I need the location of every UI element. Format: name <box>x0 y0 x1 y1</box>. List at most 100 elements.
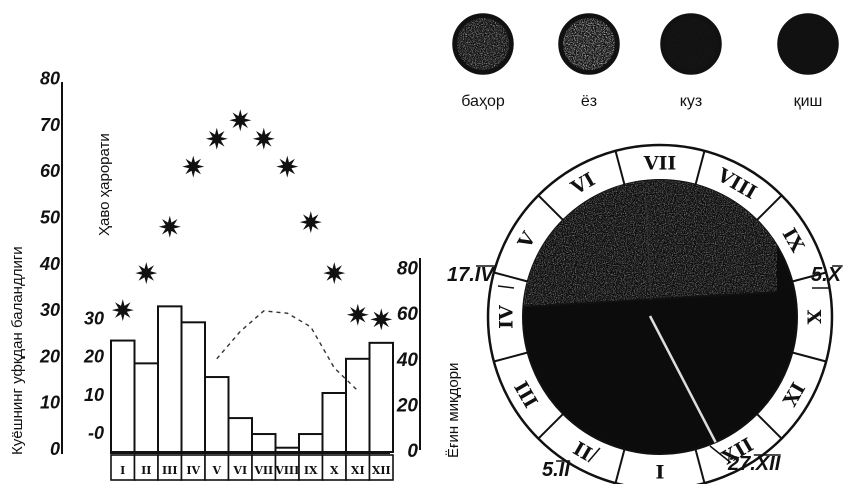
month-label: I <box>120 464 125 477</box>
sun-height-tick-label: 30 <box>40 300 60 320</box>
month-label: VIII <box>274 464 299 477</box>
sun-height-axis-label: Куёшнинг уфқдан баландлиги <box>9 246 26 455</box>
month-label: X <box>330 464 339 477</box>
month-label: II <box>141 464 151 477</box>
month-label: VI <box>232 464 247 477</box>
temperature-tick-label: 20 <box>83 347 104 367</box>
sun-height-tick-label: 20 <box>39 346 60 366</box>
temperature-ticks: -0 10 20 30 <box>83 308 104 443</box>
sun-height-tick-label: 80 <box>40 69 60 89</box>
dashed-curve <box>216 310 359 392</box>
sun-height-star <box>182 155 205 178</box>
sun-height-star <box>323 262 346 285</box>
season-label: куз <box>680 93 703 110</box>
precipitation-bar <box>321 392 347 453</box>
sun-height-star <box>111 299 134 322</box>
dial-month-dividers <box>493 150 827 484</box>
sun-height-tick-label: 40 <box>39 254 60 274</box>
month-label-box <box>368 454 394 481</box>
precipitation-bar <box>227 417 253 453</box>
temperature-tick-label: -0 <box>88 423 104 443</box>
sun-height-star <box>158 215 181 238</box>
dial-month-divider <box>792 271 827 283</box>
month-label: XI <box>351 464 365 477</box>
dial-month-divider <box>756 194 783 221</box>
season-disc-texture <box>563 18 615 70</box>
sun-height-tick-label: 70 <box>40 115 60 135</box>
precipitation-bar <box>157 305 183 453</box>
winter-start-pointer <box>709 445 731 463</box>
winter-end-pointer <box>587 447 601 463</box>
dial-month-divider <box>493 271 528 283</box>
month-labels: I II III IV V VI VII VIII IX X XI XII <box>110 454 394 481</box>
precipitation-axis-label: Ёғин миқдори <box>445 363 462 458</box>
season-disc <box>777 13 839 75</box>
dial-month-label: VII <box>643 153 677 175</box>
sun-height-star <box>346 303 369 326</box>
season-label: қиш <box>794 93 823 110</box>
dial-month-label: IV <box>496 304 518 329</box>
precipitation-tick-label: 80 <box>397 259 419 280</box>
precipitation-bar <box>368 341 394 453</box>
dial-month-divider <box>756 413 783 440</box>
dial-month-divider <box>792 351 827 363</box>
precipitation-bar <box>204 376 230 454</box>
climate-chart: Куёшнинг уфқдан баландлиги 0 10 20 30 40 50 60… <box>9 69 462 481</box>
sun-height-tick-label: 50 <box>40 208 60 228</box>
sun-height-tick-label: 10 <box>40 393 60 413</box>
sun-height-ticks: 0 10 20 30 40 50 60 70 80 <box>39 69 60 459</box>
date-autumn: 5.X <box>811 264 843 286</box>
precipitation-ticks: 0 20 40 60 80 <box>396 259 419 462</box>
dial-month-divider <box>694 449 706 484</box>
sun-height-star <box>276 155 299 178</box>
dial-summer-divider <box>644 189 652 301</box>
dial-sun-ray <box>648 315 719 446</box>
dial-season-boundary <box>523 291 778 308</box>
sun-height-star <box>370 308 393 331</box>
precipitation-bar <box>133 362 159 453</box>
dial-month-divider <box>694 150 706 185</box>
date-winter-start: 27.XII <box>727 453 781 475</box>
sun-height-star <box>299 211 322 234</box>
sun-height-star <box>252 127 275 150</box>
month-label: IX <box>304 464 318 477</box>
precipitation-bar <box>251 433 277 454</box>
precipitation-bar <box>345 357 371 453</box>
season-disc-texture <box>457 18 509 70</box>
precipitation-bar <box>298 433 324 454</box>
date-spring: 17.IV <box>447 264 495 286</box>
precipitation-tick-label: 60 <box>397 304 419 325</box>
dial-month-label: X <box>803 310 825 325</box>
month-label: XII <box>372 464 391 477</box>
sun-height-star <box>205 127 228 150</box>
season-label: ёз <box>581 93 597 110</box>
dial-month-divider <box>614 150 626 185</box>
month-label: V <box>211 464 221 477</box>
dial-month-divider <box>537 413 564 440</box>
precipitation-tick-label: 40 <box>396 350 419 371</box>
dial-month-divider <box>537 194 564 221</box>
month-label: III <box>162 464 177 477</box>
month-label: VII <box>253 464 273 477</box>
spring-pointer <box>497 285 515 289</box>
season-label: баҳор <box>461 93 505 110</box>
dial-month-label: I <box>656 462 665 484</box>
temperature-tick-label: 30 <box>84 308 104 328</box>
month-label: IV <box>186 464 200 477</box>
precipitation-tick-label: 20 <box>396 395 419 416</box>
precipitation-bar <box>110 339 136 453</box>
precipitation-bars <box>110 305 394 454</box>
season-disc-texture <box>665 18 717 70</box>
sun-height-markers <box>111 109 393 331</box>
precipitation-bar <box>180 321 206 453</box>
sun-height-star <box>229 109 252 132</box>
sun-height-star <box>135 262 158 285</box>
date-winter-end: 5.II <box>542 459 570 481</box>
sun-height-tick-label: 0 <box>50 439 60 459</box>
sun-height-tick-label: 60 <box>40 161 60 181</box>
temperature-tick-label: 10 <box>84 385 104 405</box>
precipitation-bar <box>274 446 300 454</box>
dial-month-divider <box>493 351 528 363</box>
